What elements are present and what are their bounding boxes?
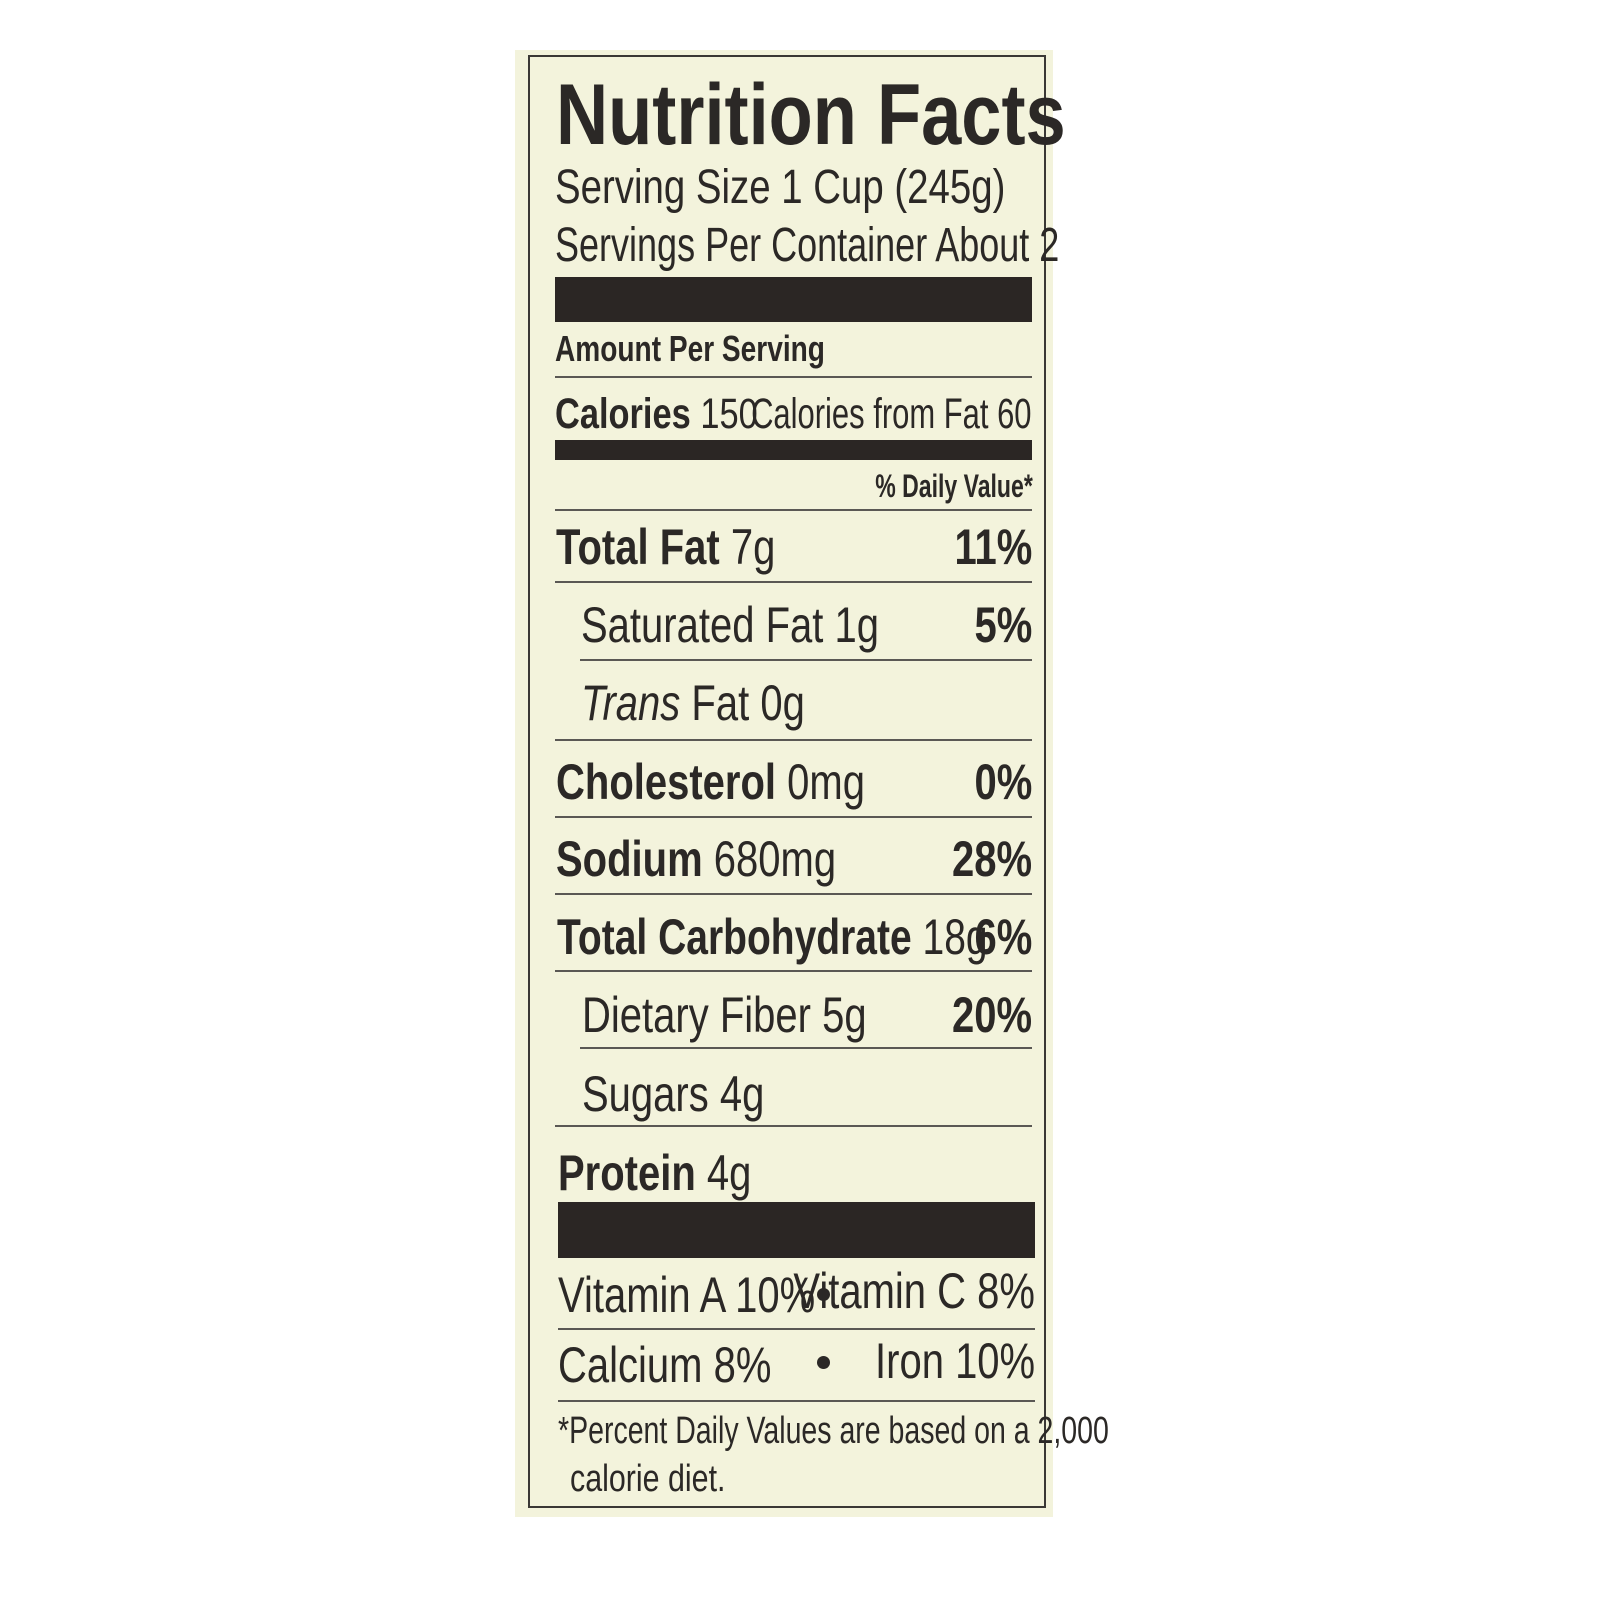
- divider: [558, 1328, 1035, 1330]
- nutrient-amount: 0g: [760, 675, 805, 731]
- divider: [555, 970, 1032, 972]
- bullet-icon: [817, 1356, 830, 1369]
- nutrient-label: Trans: [581, 675, 681, 731]
- nutrient-label: Cholesterol: [556, 754, 777, 810]
- divider: [555, 581, 1032, 583]
- nutrient-label: Sugars: [582, 1066, 709, 1122]
- calories-label: Calories: [555, 390, 691, 438]
- calories-row: Calories 150: [555, 393, 758, 436]
- bullet-icon: [817, 1288, 830, 1301]
- nutrient-dv: 11%: [954, 519, 1032, 575]
- nutrient-label: Protein: [558, 1145, 696, 1201]
- divider: [580, 1047, 1032, 1049]
- nutrient-row-saturated-fat: Saturated Fat 1g: [581, 600, 879, 650]
- nutrient-amount: 5g: [822, 987, 867, 1043]
- label-title: Nutrition Facts: [556, 67, 1066, 163]
- nutrient-amount: 7g: [730, 519, 776, 575]
- divider: [555, 739, 1032, 741]
- nutrient-row-sodium: Sodium 680mg: [556, 834, 836, 884]
- divider: [555, 816, 1032, 818]
- nutrient-label: Sodium: [556, 831, 703, 887]
- nutrient-dv: 20%: [951, 987, 1032, 1043]
- nutrient-row-total-carbohydrate: Total Carbohydrate 18g: [557, 912, 988, 962]
- nutrient-row-cholesterol: Cholesterol 0mg: [556, 757, 865, 807]
- divider: [555, 1125, 1032, 1127]
- nutrient-row-protein: Protein 4g: [558, 1148, 751, 1198]
- calories-from-fat: Calories from Fat 60: [751, 390, 1032, 438]
- divider: [555, 376, 1032, 378]
- vitamin-a: Vitamin A 10%: [558, 1267, 816, 1323]
- nutrient-label: Total Carbohydrate: [557, 909, 912, 965]
- nutrient-dv: 28%: [951, 831, 1032, 887]
- nutrient-row-sugars: Sugars 4g: [582, 1069, 764, 1119]
- nutrient-amount: 4g: [719, 1066, 765, 1122]
- thick-divider: [558, 1202, 1035, 1258]
- iron: Iron 10%: [874, 1333, 1035, 1389]
- nutrient-row-total-fat: Total Fat 7g: [556, 522, 775, 572]
- nutrient-amount: 0mg: [787, 754, 865, 810]
- nutrient-row-dietary-fiber: Dietary Fiber 5g: [582, 990, 867, 1040]
- label-border: [528, 55, 1046, 1508]
- nutrient-amount: 1g: [834, 597, 880, 653]
- divider: [558, 1400, 1035, 1402]
- nutrient-dv: 0%: [974, 754, 1032, 810]
- thick-divider: [555, 277, 1032, 322]
- nutrient-label: Total Fat: [556, 519, 720, 575]
- nutrient-dv: 5%: [974, 597, 1032, 653]
- medium-divider: [555, 440, 1032, 460]
- divider: [555, 893, 1032, 895]
- divider: [555, 509, 1032, 511]
- amount-per-serving: Amount Per Serving: [555, 328, 825, 369]
- calories-value: 150: [700, 390, 758, 438]
- nutrient-amount: 680mg: [713, 831, 837, 887]
- daily-value-header: % Daily Value*: [875, 468, 1033, 504]
- footnote-line-2: calorie diet.: [570, 1458, 726, 1500]
- nutrient-row-trans-fat: Trans Fat 0g: [581, 678, 805, 728]
- nutrient-label: Dietary Fiber: [582, 987, 811, 1043]
- servings-per-container: Servings Per Container About 2: [555, 219, 1060, 272]
- divider: [580, 659, 1032, 661]
- calcium: Calcium 8%: [558, 1337, 772, 1393]
- vitamin-c: Vitamin C 8%: [793, 1263, 1035, 1319]
- serving-size: Serving Size 1 Cup (245g): [555, 161, 1006, 214]
- nutrient-amount: 18g: [922, 909, 988, 965]
- nutrient-amount: 4g: [706, 1145, 752, 1201]
- footnote-line-1: *Percent Daily Values are based on a 2,0…: [558, 1410, 1109, 1452]
- nutrient-label: Saturated Fat: [581, 597, 824, 653]
- nutrient-label: Fat: [691, 675, 750, 731]
- nutrient-dv: 6%: [974, 909, 1032, 965]
